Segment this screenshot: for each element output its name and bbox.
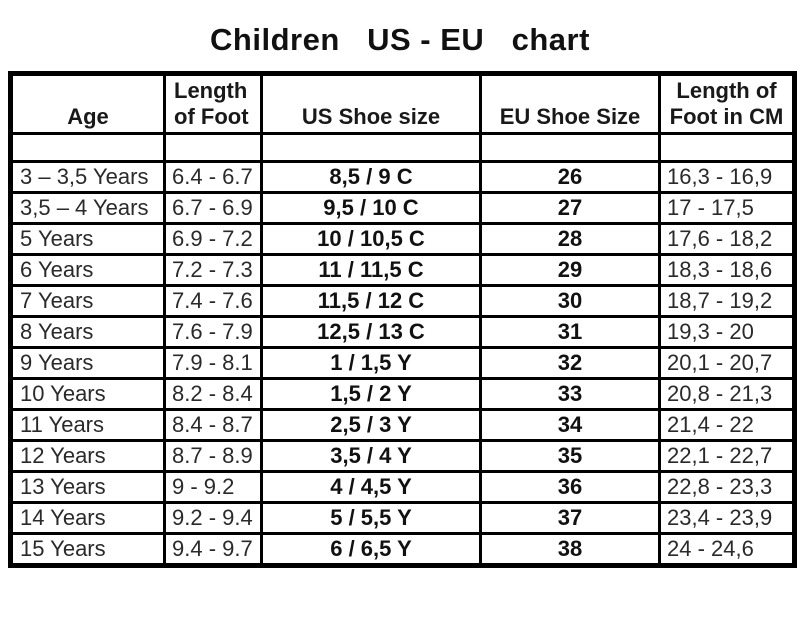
table-row: 9 Years 7.9 - 8.1 1 / 1,5 Y 32 20,1 - 20,7 — [9, 346, 796, 380]
cell-cm: 22,8 - 23,3 — [658, 470, 796, 504]
cell-cm: 16,3 - 16,9 — [658, 160, 796, 194]
cell-cm: 17,6 - 18,2 — [658, 222, 796, 256]
column-header-foot-length: Length of Foot — [163, 72, 263, 135]
cell-us: 12,5 / 13 C — [260, 315, 482, 349]
header-row: Age Length of Foot US Shoe size EU Shoe … — [9, 72, 796, 135]
cell-us: 6 / 6,5 Y — [260, 532, 482, 567]
column-header-foot-cm: Length of Foot in CM — [658, 72, 796, 135]
cell-us: 1,5 / 2 Y — [260, 377, 482, 411]
cell-eu: 30 — [479, 284, 661, 318]
cell-cm: 22,1 - 22,7 — [658, 439, 796, 473]
page-title: Children US - EU chart — [210, 22, 590, 57]
table-row: 3 – 3,5 Years 6.4 - 6.7 8,5 / 9 C 26 16,3 - … — [9, 160, 796, 194]
table-row: 10 Years 8.2 - 8.4 1,5 / 2 Y 33 20,8 - 21,3 — [9, 377, 796, 411]
cell-us: 9,5 / 10 C — [260, 191, 482, 225]
cell-foot_in: 6.9 - 7.2 — [163, 222, 263, 256]
table-header: Age Length of Foot US Shoe size EU Shoe … — [9, 72, 796, 163]
cell-age: 9 Years — [9, 346, 166, 380]
cell-cm: 17 - 17,5 — [658, 191, 796, 225]
cell-us: 2,5 / 3 Y — [260, 408, 482, 442]
spacer-cell — [163, 132, 263, 163]
cell-eu: 26 — [479, 160, 661, 194]
cell-us: 1 / 1,5 Y — [260, 346, 482, 380]
cell-eu: 31 — [479, 315, 661, 349]
table-row: 13 Years 9 - 9.2 4 / 4,5 Y 36 22,8 - 23,3 — [9, 470, 796, 504]
cell-eu: 33 — [479, 377, 661, 411]
spacer-cell — [479, 132, 661, 163]
column-header-us-size: US Shoe size — [260, 72, 482, 135]
table-row: 6 Years 7.2 - 7.3 11 / 11,5 C 29 18,3 - 18,6 — [9, 253, 796, 287]
cell-age: 15 Years — [9, 532, 166, 567]
cell-foot_in: 7.6 - 7.9 — [163, 315, 263, 349]
table-row: 7 Years 7.4 - 7.6 11,5 / 12 C 30 18,7 - 19,2 — [9, 284, 796, 318]
cell-age: 13 Years — [9, 470, 166, 504]
cell-foot_in: 8.7 - 8.9 — [163, 439, 263, 473]
cell-us: 11,5 / 12 C — [260, 284, 482, 318]
cell-age: 6 Years — [9, 253, 166, 287]
cell-us: 4 / 4,5 Y — [260, 470, 482, 504]
cell-foot_in: 7.2 - 7.3 — [163, 253, 263, 287]
cell-foot_in: 6.4 - 6.7 — [163, 160, 263, 194]
cell-eu: 27 — [479, 191, 661, 225]
table-row: 5 Years 6.9 - 7.2 10 / 10,5 C 28 17,6 - 18,2 — [9, 222, 796, 256]
cell-us: 5 / 5,5 Y — [260, 501, 482, 535]
cell-eu: 32 — [479, 346, 661, 380]
cell-eu: 28 — [479, 222, 661, 256]
cell-cm: 24 - 24,6 — [658, 532, 796, 567]
cell-cm: 23,4 - 23,9 — [658, 501, 796, 535]
cell-age: 3 – 3,5 Years — [9, 160, 166, 194]
cell-foot_in: 9.2 - 9.4 — [163, 501, 263, 535]
cell-foot_in: 9 - 9.2 — [163, 470, 263, 504]
cell-us: 10 / 10,5 C — [260, 222, 482, 256]
cell-foot_in: 7.9 - 8.1 — [163, 346, 263, 380]
cell-age: 14 Years — [9, 501, 166, 535]
cell-age: 8 Years — [9, 315, 166, 349]
cell-cm: 18,7 - 19,2 — [658, 284, 796, 318]
spacer-row — [9, 132, 796, 163]
cell-foot_in: 8.4 - 8.7 — [163, 408, 263, 442]
spacer-cell — [9, 132, 166, 163]
cell-age: 7 Years — [9, 284, 166, 318]
cell-eu: 37 — [479, 501, 661, 535]
cell-eu: 29 — [479, 253, 661, 287]
cell-us: 3,5 / 4 Y — [260, 439, 482, 473]
table-row: 11 Years 8.4 - 8.7 2,5 / 3 Y 34 21,4 - 22 — [9, 408, 796, 442]
cell-cm: 18,3 - 18,6 — [658, 253, 796, 287]
column-header-eu-size: EU Shoe Size — [479, 72, 661, 135]
table-body: 3 – 3,5 Years 6.4 - 6.7 8,5 / 9 C 26 16,3 - … — [9, 160, 796, 567]
cell-us: 11 / 11,5 C — [260, 253, 482, 287]
table-row: 15 Years 9.4 - 9.7 6 / 6,5 Y 38 24 - 24,6 — [9, 532, 796, 567]
cell-eu: 34 — [479, 408, 661, 442]
column-header-age: Age — [9, 72, 166, 135]
cell-cm: 20,8 - 21,3 — [658, 377, 796, 411]
spacer-cell — [260, 132, 482, 163]
cell-foot_in: 6.7 - 6.9 — [163, 191, 263, 225]
cell-age: 3,5 – 4 Years — [9, 191, 166, 225]
cell-cm: 21,4 - 22 — [658, 408, 796, 442]
cell-age: 12 Years — [9, 439, 166, 473]
cell-foot_in: 9.4 - 9.7 — [163, 532, 263, 567]
spacer-cell — [658, 132, 796, 163]
cell-us: 8,5 / 9 C — [260, 160, 482, 194]
cell-eu: 38 — [479, 532, 661, 567]
table-row: 12 Years 8.7 - 8.9 3,5 / 4 Y 35 22,1 - 22,7 — [9, 439, 796, 473]
size-chart-table: Age Length of Foot US Shoe size EU Shoe … — [8, 71, 797, 568]
cell-age: 11 Years — [9, 408, 166, 442]
table-row: 8 Years 7.6 - 7.9 12,5 / 13 C 31 19,3 - 20 — [9, 315, 796, 349]
cell-foot_in: 8.2 - 8.4 — [163, 377, 263, 411]
cell-foot_in: 7.4 - 7.6 — [163, 284, 263, 318]
table-row: 3,5 – 4 Years 6.7 - 6.9 9,5 / 10 C 27 17 - 1… — [9, 191, 796, 225]
cell-age: 10 Years — [9, 377, 166, 411]
cell-cm: 19,3 - 20 — [658, 315, 796, 349]
cell-eu: 35 — [479, 439, 661, 473]
cell-eu: 36 — [479, 470, 661, 504]
cell-age: 5 Years — [9, 222, 166, 256]
table-row: 14 Years 9.2 - 9.4 5 / 5,5 Y 37 23,4 - 23,9 — [9, 501, 796, 535]
cell-cm: 20,1 - 20,7 — [658, 346, 796, 380]
